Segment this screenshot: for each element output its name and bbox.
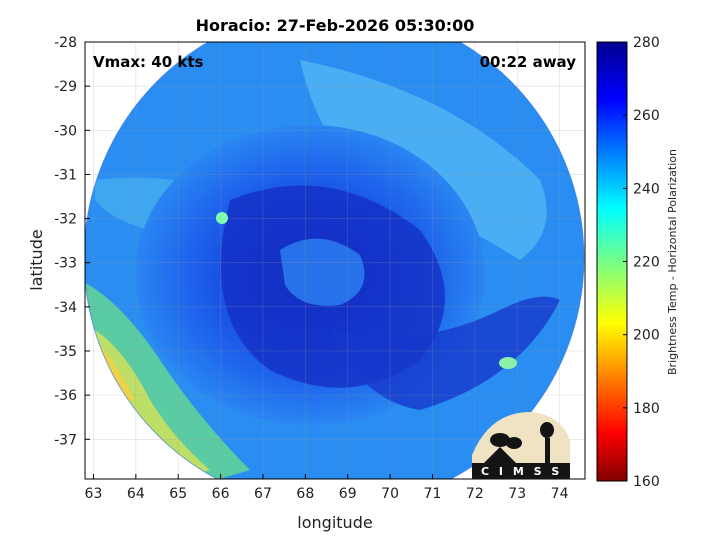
y-tick-label: -33 [54,256,77,272]
colorbar-gradient [596,41,628,482]
y-tick-label: -35 [54,344,77,360]
colorbar-tick-label: 280 [633,35,660,51]
x-tick-label: 72 [466,486,484,502]
x-tick-label: 69 [339,486,357,502]
y-tick-label: -37 [54,432,77,448]
colorbar-tick-label: 200 [633,328,660,344]
colorbar-tick-label: 240 [633,181,660,197]
grid-lines [85,42,585,479]
colorbar-tick-label: 260 [633,108,660,124]
colorbar-tick-label: 180 [633,401,660,417]
x-tick-label: 66 [212,486,230,502]
cimss-logo: C I M S S [472,412,570,479]
colorbar-tick-label: 160 [633,474,660,490]
colorbar: 280 260 240 220 200 180 160 Brightness Temp - … [596,35,679,490]
chart-title: Horacio: 27-Feb-2026 05:30:00 [196,16,475,35]
cimss-logo-text: C I M S S [481,465,562,478]
colorbar-label: Brightness Temp - Horizontal Polarizatio… [666,149,679,375]
x-axis-label: longitude [297,513,372,532]
y-tick-label: -30 [54,123,77,139]
x-tick-label: 74 [551,486,569,502]
colorbar-ticks: 280 260 240 220 200 180 160 [623,35,660,490]
x-tick-label: 73 [508,486,526,502]
vmax-annotation: Vmax: 40 kts [93,53,203,71]
y-tick-label: -31 [54,167,77,183]
y-tick-label: -36 [54,388,77,404]
x-tick-label: 70 [381,486,399,502]
y-tick-label: -29 [54,79,77,95]
x-tick-label: 67 [254,486,272,502]
x-tick-label: 71 [424,486,442,502]
y-axis-ticks: -28 -29 -30 -31 -32 -33 -34 -35 -36 -37 [54,35,90,448]
colorbar-tick-label: 220 [633,255,660,271]
y-tick-label: -32 [54,212,77,228]
y-tick-label: -28 [54,35,77,51]
x-tick-label: 65 [169,486,187,502]
time-away-annotation: 00:22 away [480,53,577,71]
x-tick-label: 68 [296,486,314,502]
x-tick-label: 63 [85,486,103,502]
brightness-temperature-image [85,42,585,479]
y-tick-label: -34 [54,300,77,316]
x-tick-label: 64 [127,486,145,502]
y-axis-label: latitude [27,229,46,290]
